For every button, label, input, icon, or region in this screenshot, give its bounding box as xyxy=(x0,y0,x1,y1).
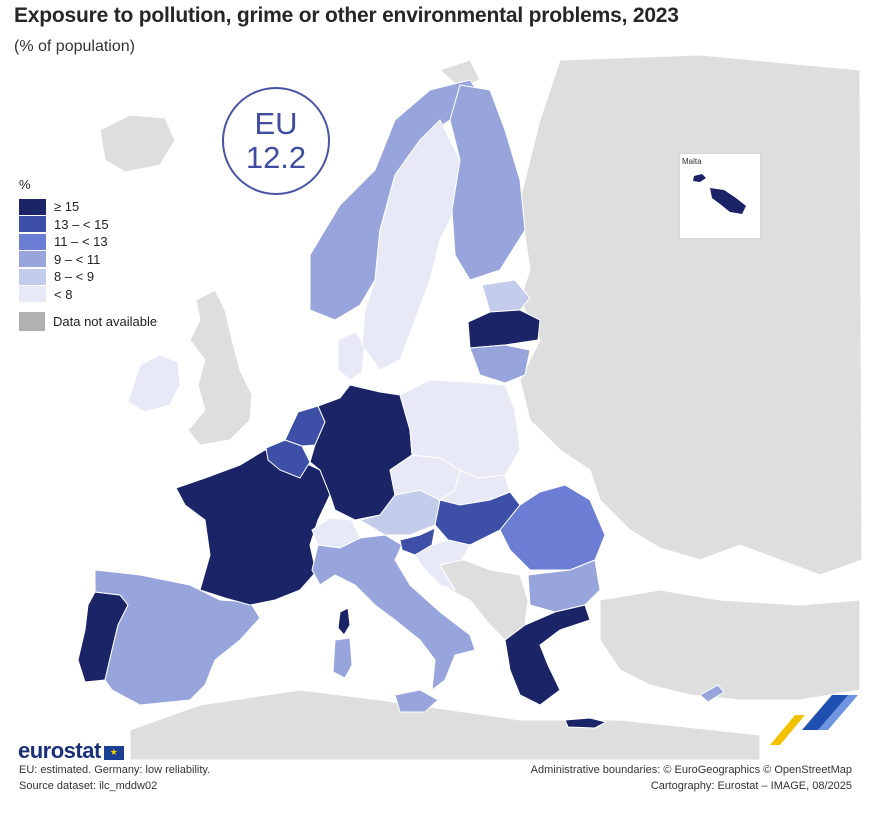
legend-label: < 8 xyxy=(54,286,73,302)
eurostat-corner-mark-icon xyxy=(770,695,858,745)
legend-label: ≥ 15 xyxy=(54,199,80,215)
country-bulgaria xyxy=(527,559,601,613)
country-ireland xyxy=(127,354,181,413)
legend-swatch xyxy=(19,233,46,250)
legend-item: ≥ 15 xyxy=(19,198,157,216)
eurostat-logo: eurostat ★ xyxy=(18,738,124,764)
country-spain xyxy=(94,569,261,706)
country-italy xyxy=(311,534,476,692)
map-subtitle: (% of population) xyxy=(14,38,135,55)
country-sardinia xyxy=(332,637,353,679)
eu-average-badge: EU 12.2 xyxy=(222,87,330,195)
country-denmark xyxy=(337,331,366,381)
legend-label: Data not available xyxy=(53,314,158,330)
country-estonia xyxy=(481,279,531,313)
country-greece xyxy=(504,604,591,706)
legend-swatch xyxy=(19,198,46,215)
legend-item: 9 – < 11 xyxy=(19,251,157,269)
malta-inset-map xyxy=(693,174,746,214)
country-sweden xyxy=(361,119,461,371)
footnote-source: Source dataset: ilc_mddw02 xyxy=(19,780,158,792)
footnote-estimation: EU: estimated. Germany: low reliability. xyxy=(19,764,211,776)
legend-unit: % xyxy=(19,177,31,192)
country-malta xyxy=(693,174,746,214)
legend-swatch xyxy=(19,312,45,332)
eu-badge-value: 12.2 xyxy=(245,140,307,175)
country-cyprus xyxy=(699,684,725,703)
map-title: Exposure to pollution, grime or other en… xyxy=(14,4,679,27)
legend-label: 11 – < 13 xyxy=(54,234,108,250)
country-crete xyxy=(564,717,608,729)
non-eu-land xyxy=(99,54,863,761)
country-latvia xyxy=(467,309,541,349)
legend-label: 8 – < 9 xyxy=(54,269,95,285)
eu-countries xyxy=(77,79,725,729)
legend-item: 8 – < 9 xyxy=(19,268,157,286)
eu-flag-icon: ★ xyxy=(103,745,124,760)
legend-item: < 8 xyxy=(19,286,157,304)
legend-swatch xyxy=(19,268,46,285)
legend-swatch xyxy=(19,251,46,268)
legend-item: 11 – < 13 xyxy=(19,233,157,251)
footnote-cartography: Cartography: Eurostat – IMAGE, 08/2025 xyxy=(650,780,852,792)
malta-inset: Malta xyxy=(679,153,761,239)
inset-label: Malta xyxy=(682,157,702,166)
country-finland xyxy=(449,84,526,281)
eurostat-wordmark: eurostat xyxy=(18,738,101,763)
legend: % ≥ 15 13 – < 15 11 – < 13 9 – < 11 8 – … xyxy=(19,177,158,332)
country-croatia xyxy=(414,539,471,591)
legend-swatch xyxy=(19,216,46,233)
legend-item-not-available: Data not available xyxy=(19,312,158,332)
country-romania xyxy=(499,484,606,571)
eu-badge-label: EU xyxy=(254,106,298,141)
footnote-boundaries: Administrative boundaries: © EuroGeograp… xyxy=(530,764,852,776)
country-corsica xyxy=(337,607,351,636)
legend-label: 9 – < 11 xyxy=(54,251,101,267)
country-france xyxy=(175,449,331,606)
legend-swatch xyxy=(19,286,46,303)
country-sicily xyxy=(394,689,439,713)
legend-label: 13 – < 15 xyxy=(54,216,109,232)
country-lithuania xyxy=(469,344,531,384)
legend-item: 13 – < 15 xyxy=(19,216,157,234)
